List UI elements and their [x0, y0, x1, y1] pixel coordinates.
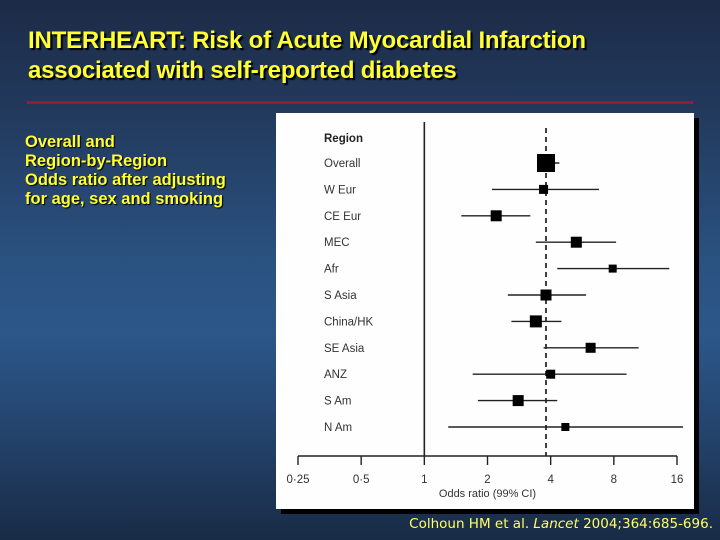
odds-ratio-marker [512, 395, 524, 407]
row-label: S Asia [324, 290, 357, 302]
citation-reference: 2004;364:685-696. [583, 516, 713, 532]
row-label: S Am [324, 396, 351, 408]
x-tick-label: 0·5 [353, 474, 370, 486]
row-label: SE Asia [324, 343, 365, 355]
row-label: W Eur [324, 184, 356, 196]
title-line-1: INTERHEART: Risk of Acute Myocardial Inf… [28, 27, 586, 54]
subtitle-line: Overall and [25, 133, 115, 151]
row-label: Overall [324, 158, 360, 170]
odds-ratio-marker [529, 315, 542, 328]
x-tick-label: 8 [611, 474, 617, 486]
x-tick-label: 16 [671, 474, 684, 486]
forest-plot-panel: Region Overall W Eur CE Eur MEC Afr S Asia Chin… [276, 113, 694, 509]
odds-ratio-marker [570, 236, 582, 248]
row-label: MEC [324, 237, 350, 249]
x-axis-label: Odds ratio (99% CI) [439, 488, 536, 500]
title-line-2: associated with self-reported diabetes [28, 57, 457, 84]
odds-ratio-marker [540, 289, 552, 301]
forest-plot: Region Overall W Eur CE Eur MEC Afr S Asia Chin… [286, 122, 684, 500]
row-label: China/HK [324, 316, 374, 328]
odds-ratio-marker [546, 369, 556, 379]
slide-title: INTERHEART: Risk of Acute Myocardial Inf… [28, 26, 708, 86]
row-label: N Am [324, 422, 352, 434]
odds-ratio-marker [585, 342, 596, 353]
x-tick-label: 1 [421, 474, 427, 486]
x-tick-label: 4 [547, 474, 554, 486]
subtitle-line: for age, sex and smoking [25, 190, 224, 208]
row-label: ANZ [324, 369, 347, 381]
subtitle-line: Odds ratio after adjusting [25, 171, 226, 189]
column-header: Region [324, 133, 363, 145]
odds-ratio-marker [539, 184, 549, 194]
x-tick-label: 2 [484, 474, 490, 486]
subtitle-line: Region-by-Region [25, 152, 168, 170]
odds-ratio-marker [490, 210, 502, 222]
citation-journal: Lancet [533, 516, 579, 532]
odds-ratio-marker [608, 264, 617, 273]
odds-ratio-marker [561, 423, 570, 431]
citation: Colhoun HM et al. Lancet 2004;364:685-69… [409, 516, 713, 532]
chart-description: Overall and Region-by-Region Odds ratio … [25, 133, 285, 209]
row-label: CE Eur [324, 211, 361, 223]
title-divider [27, 101, 693, 104]
citation-authors: Colhoun HM et al. [409, 516, 530, 532]
odds-ratio-marker [536, 154, 555, 172]
x-tick-label: 0·25 [286, 474, 309, 486]
row-label: Afr [324, 264, 339, 276]
